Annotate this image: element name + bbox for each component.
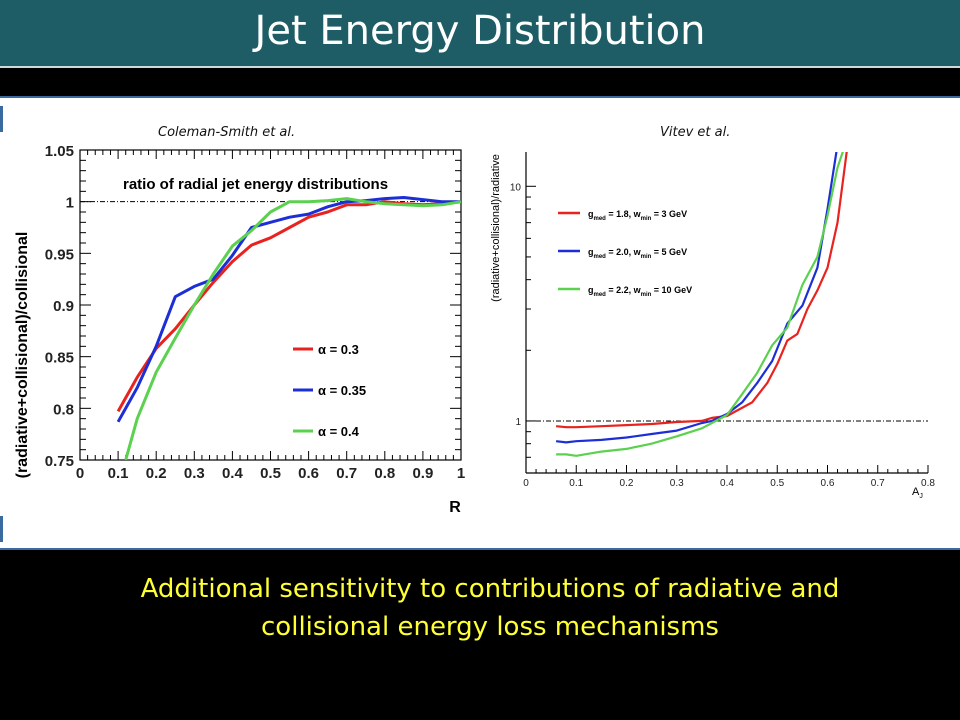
y-tick-label: 0.95 xyxy=(45,246,74,263)
x-tick-label: 0.8 xyxy=(921,478,935,489)
y-tick-label: 0.8 xyxy=(53,401,74,418)
x-tick-label: 0.4 xyxy=(720,478,734,489)
x-tick-label: 0 xyxy=(76,465,84,482)
x-axis-label: AJ xyxy=(912,486,923,500)
legend-label-3: gmed = 2.2, wmin = 10 GeV xyxy=(588,285,692,298)
x-tick-label: 0.3 xyxy=(184,465,205,482)
left-chart-author: Coleman-Smith et al. xyxy=(158,125,296,140)
x-tick-label: 0.6 xyxy=(298,465,319,482)
y-tick-label: 0.75 xyxy=(45,453,74,470)
right-chart-author: Vitev et al. xyxy=(660,125,731,140)
legend-label-part: min xyxy=(641,292,652,298)
y-tick-label: 1 xyxy=(66,195,74,212)
left-chart: 0 0.1 0.2 0.3 0.4 0.5 0.6 0.7 0.8 0.9 1 0.75 0.8 0.85… xyxy=(14,143,465,516)
y-axis-label: (radiative+collisional)/collisional xyxy=(14,232,31,479)
legend-label-2: gmed = 2.0, wmin = 5 GeV xyxy=(588,247,687,260)
legend-label-part: = 2.0, w xyxy=(606,247,642,257)
x-tick-label: 0.8 xyxy=(374,465,395,482)
x-tick-label: 0.7 xyxy=(871,478,885,489)
slide-caption: Additional sensitivity to contributions … xyxy=(60,570,920,646)
legend-label-part: = 10 GeV xyxy=(651,285,692,295)
caption-line-1: Additional sensitivity to contributions … xyxy=(140,574,840,604)
y-tick-label: 1.05 xyxy=(45,143,74,160)
x-tick-label: 0.9 xyxy=(412,465,433,482)
series-line-1 xyxy=(555,152,848,429)
x-tick-label: 0.6 xyxy=(821,478,835,489)
legend-label-2: α = 0.35 xyxy=(318,383,366,398)
y-tick-label: 0.85 xyxy=(45,350,74,367)
legend-label-part: g xyxy=(588,247,594,257)
legend-label-part: med xyxy=(594,216,607,222)
x-tick-label: 0.5 xyxy=(770,478,784,489)
x-tick-label: 0 xyxy=(523,478,529,489)
y-tick-label: 0.9 xyxy=(53,298,74,315)
chart-title: ratio of radial jet energy distributions xyxy=(123,176,388,193)
legend-label-3: α = 0.4 xyxy=(318,424,360,439)
legend-label-1: gmed = 1.8, wmin = 3 GeV xyxy=(588,209,687,222)
y-tick-label: 10 xyxy=(510,182,522,193)
series-line-2 xyxy=(555,152,838,444)
legend-label-part: = 1.8, w xyxy=(606,209,642,219)
legend-label-part: g xyxy=(588,285,594,295)
x-tick-label: 0.5 xyxy=(260,465,281,482)
legend-label-part: min xyxy=(641,216,652,222)
y-axis-label: (radiative+collisional)/radiative xyxy=(490,154,502,302)
slide-title: Jet Energy Distribution xyxy=(254,8,706,54)
legend-label-part: g xyxy=(588,209,594,219)
y-tick-label: 1 xyxy=(515,417,521,428)
figure-panel: Coleman-Smith et al. Vitev et al. 0 0.1 0.… xyxy=(0,96,960,550)
legend-label-part: min xyxy=(641,254,652,260)
legend-label-part: med xyxy=(594,254,607,260)
series-line-3 xyxy=(124,197,461,460)
panel-edge-mark-top xyxy=(0,106,3,132)
caption-line-2: collisional energy loss mechanisms xyxy=(261,612,719,642)
x-tick-label: 0.7 xyxy=(336,465,357,482)
x-tick-label: 0.2 xyxy=(146,465,167,482)
x-axis-label: R xyxy=(449,499,461,516)
right-chart: 0 0.1 0.2 0.3 0.4 0.5 0.6 0.7 0.8 1 10 AJ (radiative… xyxy=(490,152,935,500)
x-tick-label: 0.1 xyxy=(569,478,583,489)
x-tick-label: 0.3 xyxy=(670,478,684,489)
series-line-2 xyxy=(116,196,461,423)
legend-label-1: α = 0.3 xyxy=(318,342,359,357)
x-tick-label: 0.4 xyxy=(222,465,244,482)
panel-edge-mark-bottom xyxy=(0,516,3,542)
plot-frame xyxy=(79,149,462,461)
legend-label-part: med xyxy=(594,292,607,298)
series-line-3 xyxy=(556,152,844,457)
legend-label-part: = 3 GeV xyxy=(651,209,687,219)
x-tick-label: 1 xyxy=(457,465,465,482)
legend-label-part: = 2.2, w xyxy=(606,285,642,295)
x-tick-label: 0.2 xyxy=(620,478,634,489)
title-bar: Jet Energy Distribution xyxy=(0,0,960,68)
x-axis-label-subscript: J xyxy=(919,493,923,500)
legend-label-part: = 5 GeV xyxy=(651,247,687,257)
x-tick-label: 0.1 xyxy=(108,465,129,482)
